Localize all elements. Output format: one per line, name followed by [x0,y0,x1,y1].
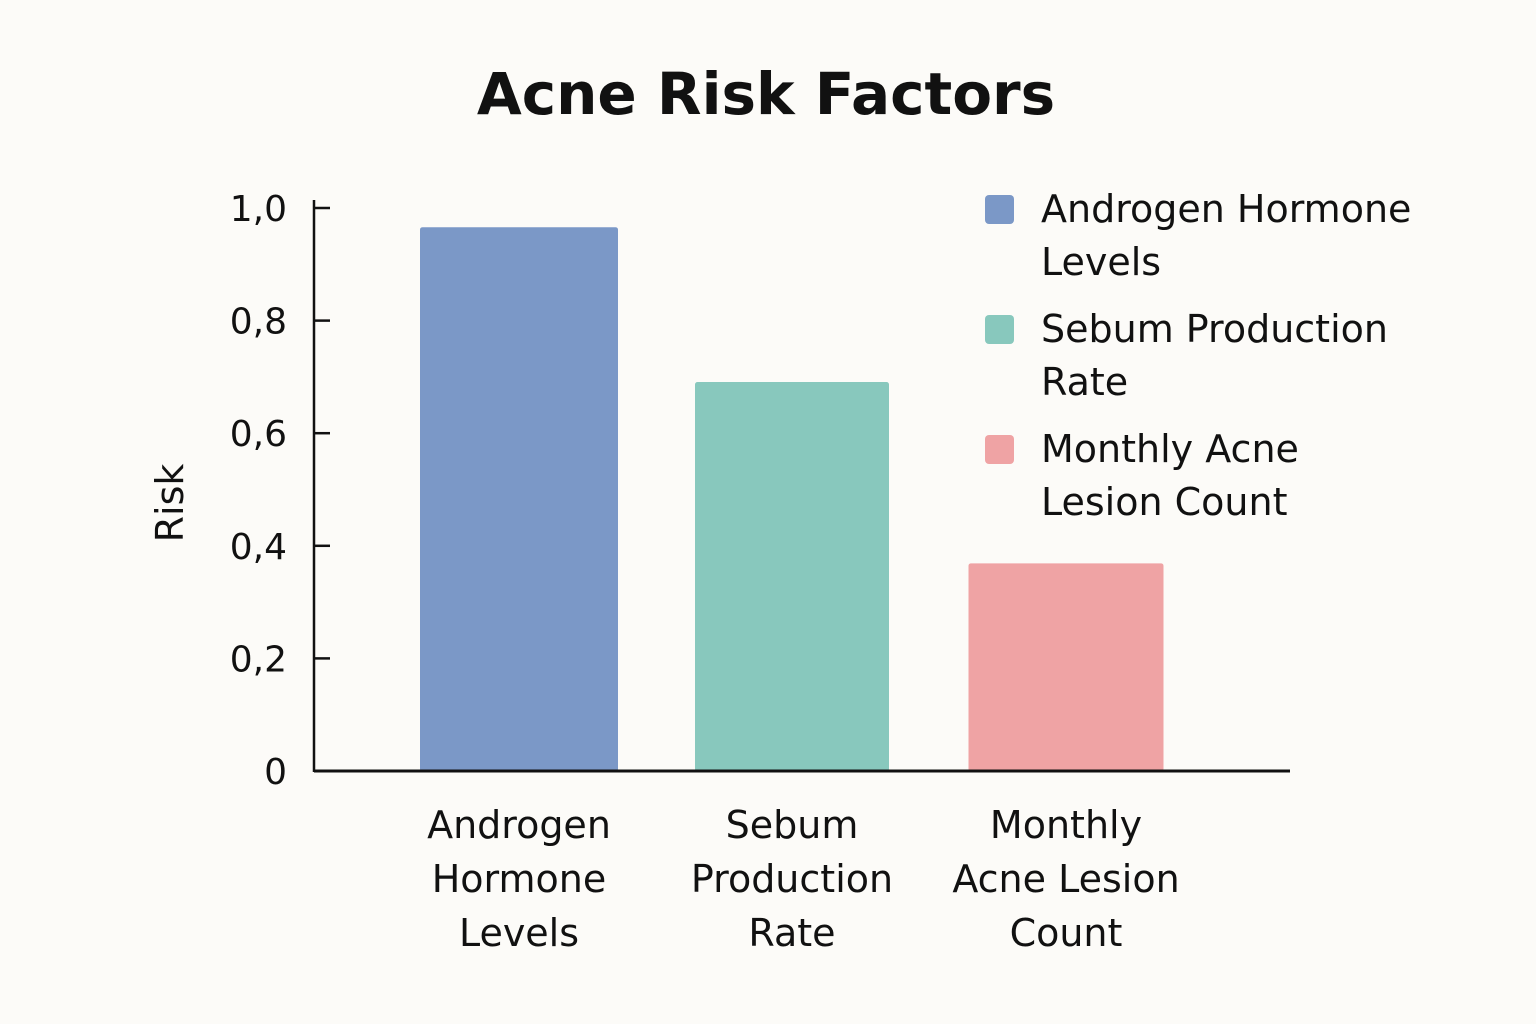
legend-label-line: Monthly Acne [1041,427,1299,471]
x-tick-label-line: Levels [459,911,579,955]
legend-swatch [985,195,1014,224]
legend-label: Monthly Acne Lesion Count [1041,427,1299,524]
legend-label: Androgen Hormone Levels [1041,187,1411,284]
bar-sebum-production-rate [695,382,889,772]
x-tick-label-line: Count [1010,911,1123,955]
y-axis-label: Risk [148,464,192,543]
legend-label-line: Androgen Hormone [1041,187,1411,231]
x-tick-label-line: Production [691,857,893,901]
x-tick-label-line: Acne Lesion [952,857,1179,901]
legend-label-line: Sebum Production [1041,307,1388,351]
legend-swatch [985,315,1014,344]
x-tick-label-line: Hormone [432,857,607,901]
bar-monthly-acne-lesion-count [968,563,1164,772]
legend-label-line: Levels [1041,240,1161,284]
x-tick-label-line: Monthly [990,803,1142,847]
y-tick-label: 0,4 [230,527,287,568]
x-tick-label-line: Rate [748,911,835,955]
category-labels: Androgen Hormone Levels Sebum Production Rate… [427,803,1180,955]
legend: Androgen Hormone Levels Sebum Production Ra… [985,187,1411,524]
x-tick-label: Monthly Acne Lesion Count [952,803,1179,955]
y-tick-label: 0,2 [230,639,287,680]
x-tick-label: Androgen Hormone Levels [427,803,611,955]
legend-swatch [985,435,1014,464]
bar-androgen-hormone-levels [420,227,618,772]
x-tick-label-line: Sebum [726,803,859,847]
legend-label-line: Lesion Count [1041,480,1288,524]
y-tick-label: 0,6 [230,414,287,455]
y-tick-label: 1,0 [230,189,287,230]
bars [420,227,1164,772]
legend-label-line: Rate [1041,360,1128,404]
x-tick-label-line: Androgen [427,803,611,847]
chart-title: Acne Risk Factors [477,60,1055,128]
y-axis: 0 0,2 0,4 0,6 0,8 1,0 [230,189,330,793]
x-tick-label: Sebum Production Rate [691,803,893,955]
y-tick-label: 0 [264,752,287,793]
legend-label: Sebum Production Rate [1041,307,1388,404]
y-tick-label: 0,8 [230,302,287,343]
